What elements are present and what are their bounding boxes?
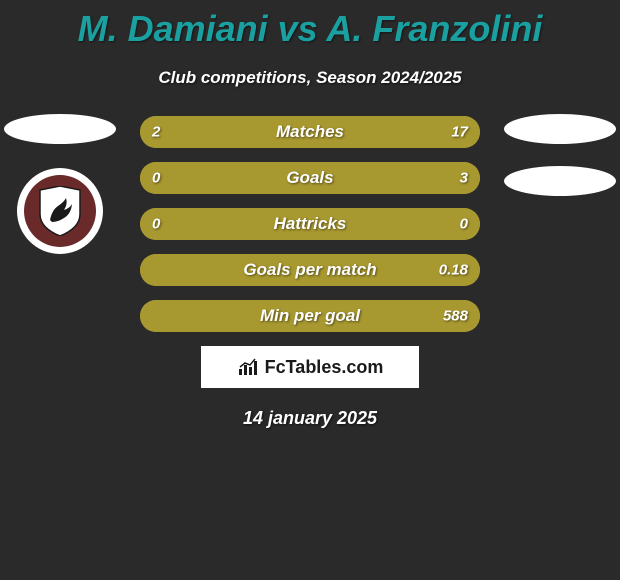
stat-bars: 217Matches 03Goals 00Hattricks 0.18Goals pe… (140, 116, 480, 332)
stat-label: Min per goal (140, 306, 480, 326)
club-badge (17, 168, 103, 254)
brand-attribution: FcTables.com (201, 346, 419, 388)
chart-icon (237, 357, 261, 377)
stat-row: 0.18Goals per match (140, 254, 480, 286)
page-subtitle: Club competitions, Season 2024/2025 (0, 68, 620, 88)
club-badge-placeholder (504, 166, 616, 196)
stat-label: Goals (140, 168, 480, 188)
stat-row: 217Matches (140, 116, 480, 148)
right-player-column (500, 116, 620, 196)
page-title: M. Damiani vs A. Franzolini (0, 0, 620, 50)
snapshot-date: 14 january 2025 (0, 408, 620, 429)
player-photo-placeholder (504, 114, 616, 144)
left-player-column (0, 116, 120, 254)
stat-row: 00Hattricks (140, 208, 480, 240)
shield-icon (38, 186, 82, 236)
stat-row: 588Min per goal (140, 300, 480, 332)
player-photo-placeholder (4, 114, 116, 144)
stat-label: Matches (140, 122, 480, 142)
stat-label: Goals per match (140, 260, 480, 280)
comparison-content: 217Matches 03Goals 00Hattricks 0.18Goals pe… (0, 116, 620, 332)
stat-row: 03Goals (140, 162, 480, 194)
stat-label: Hattricks (140, 214, 480, 234)
brand-label: FcTables.com (265, 357, 384, 378)
